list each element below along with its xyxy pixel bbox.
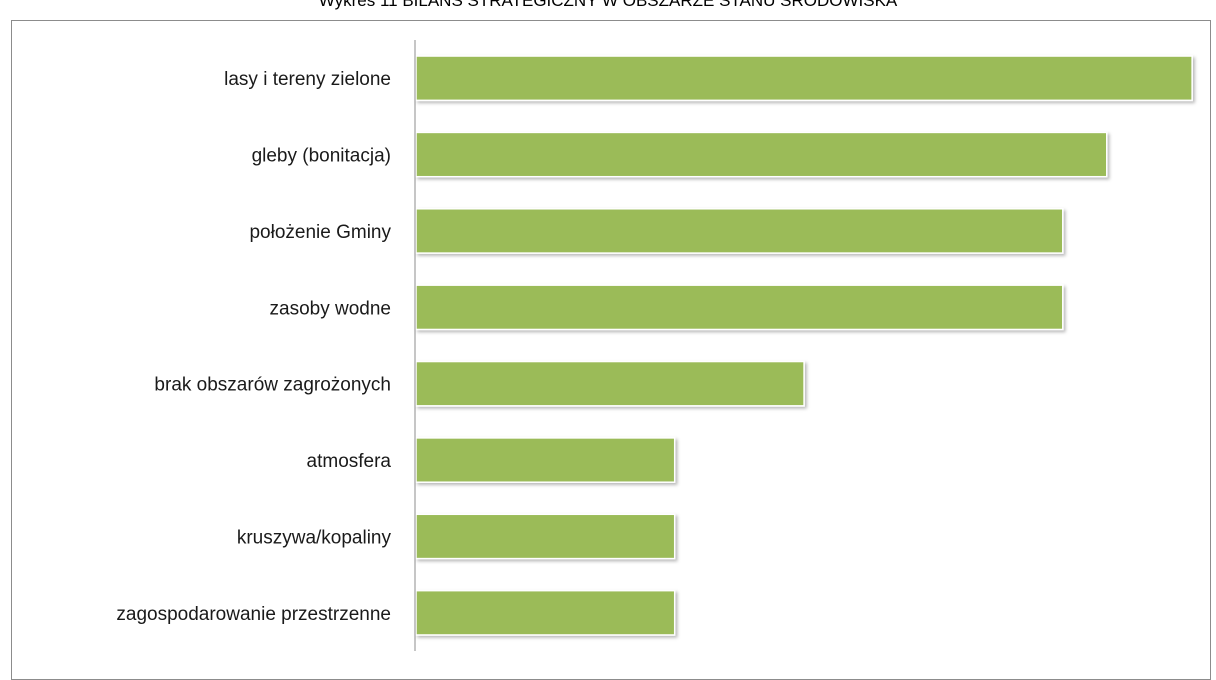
category-label-2: gleby (bonitacja) — [252, 146, 391, 167]
chart-title: Wykres 11 BILANS STRATEGICZNY W OBSZARZE… — [318, 0, 898, 10]
bar-4 — [415, 284, 1064, 331]
bar-1 — [415, 55, 1193, 102]
category-label-6: atmosfera — [307, 451, 392, 472]
bar-6 — [415, 437, 676, 483]
bar-7 — [415, 513, 676, 560]
bar-2 — [415, 131, 1108, 178]
category-label-3: położenie Gminy — [249, 222, 391, 243]
bar-8 — [415, 589, 676, 636]
category-label-1: lasy i tereny zielone — [224, 69, 391, 90]
category-label-8: zagospodarowanie przestrzenne — [116, 604, 391, 625]
category-label-5: brak obszarów zagrożonych — [154, 375, 391, 396]
bar-3 — [415, 208, 1064, 254]
category-label-4: zasoby wodne — [270, 298, 391, 319]
category-label-7: kruszywa/kopaliny — [237, 527, 392, 548]
bar-5 — [415, 360, 805, 407]
